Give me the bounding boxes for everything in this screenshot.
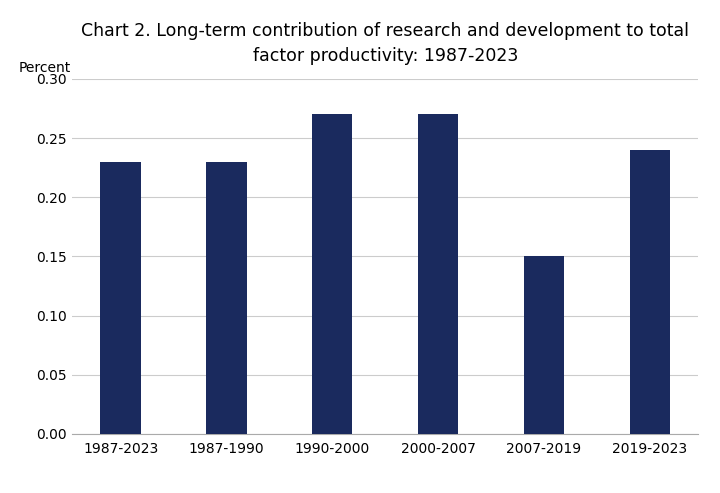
Bar [207,162,246,434]
Bar [524,256,564,434]
Bar [418,114,458,434]
Title: Chart 2. Long-term contribution of research and development to total
factor prod: Chart 2. Long-term contribution of resea… [81,22,689,65]
Bar [312,114,352,434]
Bar [101,162,140,434]
Bar [630,150,670,434]
Text: Percent: Percent [19,61,71,75]
